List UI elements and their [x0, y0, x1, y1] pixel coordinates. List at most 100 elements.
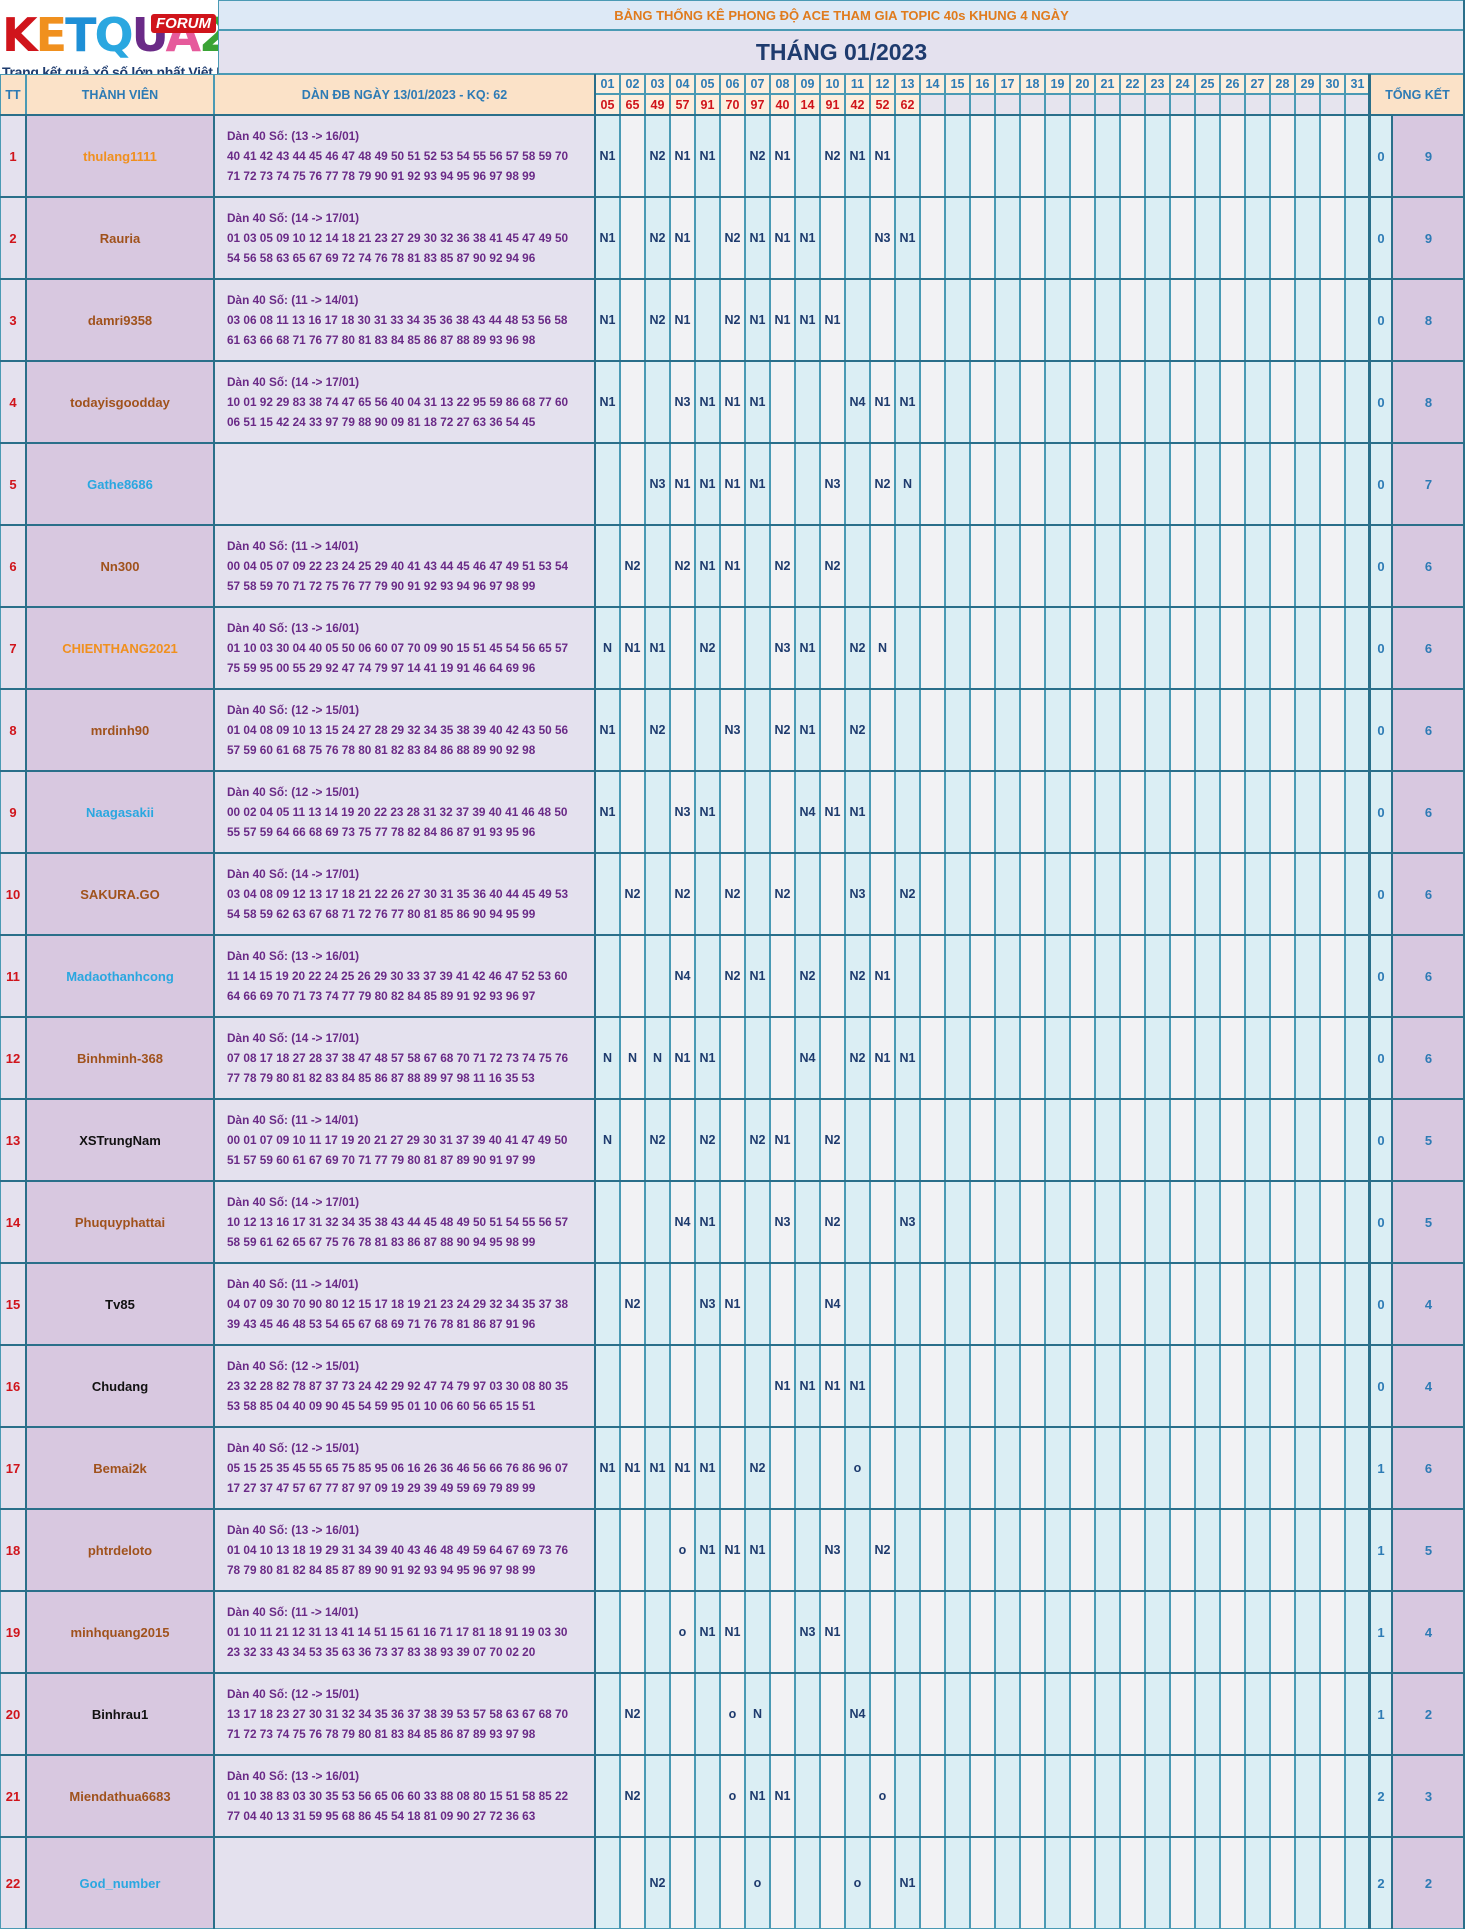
- total-score: 5: [1392, 1099, 1465, 1181]
- hit-mark: N2: [845, 1017, 870, 1099]
- hit-mark: [1345, 1837, 1370, 1929]
- hit-mark: N3: [770, 1181, 795, 1263]
- hit-mark: [845, 1509, 870, 1591]
- hit-mark: [1295, 853, 1320, 935]
- hit-mark: [1070, 279, 1095, 361]
- member-name: thulang1111: [26, 115, 214, 197]
- day-result: [1245, 94, 1270, 115]
- header-member: THÀNH VIÊN: [26, 74, 214, 115]
- hit-mark: [1120, 115, 1145, 197]
- hit-mark: [920, 1345, 945, 1427]
- hit-mark: [920, 1427, 945, 1509]
- miss-count: 1: [1370, 1673, 1392, 1755]
- hit-mark: N1: [670, 197, 695, 279]
- day-header: 04: [670, 74, 695, 94]
- hit-mark: [795, 853, 820, 935]
- hit-mark: [845, 1263, 870, 1345]
- hit-mark: [1345, 935, 1370, 1017]
- day-result: [920, 94, 945, 115]
- hit-mark: [1070, 1755, 1095, 1837]
- hit-mark: N1: [695, 771, 720, 853]
- row-number: 22: [0, 1837, 26, 1929]
- row-number: 1: [0, 115, 26, 197]
- total-score: 9: [1392, 115, 1465, 197]
- hit-mark: [1095, 525, 1120, 607]
- hit-mark: N1: [720, 361, 745, 443]
- hit-mark: N2: [720, 935, 745, 1017]
- hit-mark: [620, 1181, 645, 1263]
- column-separator: [1391, 115, 1393, 1929]
- hit-mark: N3: [795, 1591, 820, 1673]
- hit-mark: [1320, 607, 1345, 689]
- hit-mark: [895, 279, 920, 361]
- hit-mark: [1295, 279, 1320, 361]
- hit-mark: [845, 1181, 870, 1263]
- hit-mark: N1: [695, 1181, 720, 1263]
- ketqua2-logo[interactable]: KETQUA2 FORUM Trang kết quả xổ số lớn nh…: [0, 0, 246, 82]
- dan-range: Dàn 40 Số: (14 -> 17/01): [227, 1031, 360, 1045]
- hit-mark: [1270, 443, 1295, 525]
- hit-mark: N3: [670, 361, 695, 443]
- hit-mark: [1120, 689, 1145, 771]
- hit-mark: [1045, 1509, 1070, 1591]
- hit-mark: N2: [645, 115, 670, 197]
- hit-mark: [895, 525, 920, 607]
- hit-mark: [1295, 607, 1320, 689]
- hit-mark: [1270, 1017, 1295, 1099]
- hit-mark: [995, 1099, 1020, 1181]
- hit-mark: [995, 1591, 1020, 1673]
- hit-mark: [1095, 1181, 1120, 1263]
- hit-mark: [1170, 1345, 1195, 1427]
- dan-line: 51 57 59 60 61 67 69 70 71 77 79 80 81 8…: [227, 1153, 536, 1167]
- hit-mark: [1070, 1591, 1095, 1673]
- hit-mark: N1: [595, 197, 620, 279]
- row-separator: [0, 1672, 1465, 1674]
- hit-mark: N1: [645, 1427, 670, 1509]
- hit-mark: [1220, 1263, 1245, 1345]
- hit-mark: [1020, 1755, 1045, 1837]
- hit-mark: [1070, 1509, 1095, 1591]
- hit-mark: [720, 771, 745, 853]
- hit-mark: [1170, 1017, 1195, 1099]
- dan-line: 05 15 25 35 45 55 65 75 85 95 06 16 26 3…: [227, 1461, 569, 1475]
- hit-mark: [895, 1263, 920, 1345]
- hit-mark: N1: [845, 771, 870, 853]
- hit-mark: [645, 361, 670, 443]
- hit-mark: [920, 1591, 945, 1673]
- hit-mark: [1020, 1509, 1045, 1591]
- hit-mark: N1: [720, 1263, 745, 1345]
- hit-mark: N1: [695, 1591, 720, 1673]
- hit-mark: N1: [820, 771, 845, 853]
- hit-mark: [970, 1427, 995, 1509]
- dan-line: 00 02 04 05 11 13 14 19 20 22 23 28 31 3…: [227, 805, 568, 819]
- hit-mark: [970, 1263, 995, 1345]
- dan-range: Dàn 40 Số: (11 -> 14/01): [227, 1277, 359, 1291]
- hit-mark: [1195, 443, 1220, 525]
- member-name: Binhrau1: [26, 1673, 214, 1755]
- hit-mark: [1245, 853, 1270, 935]
- hit-mark: [820, 1017, 845, 1099]
- hit-mark: [1295, 1099, 1320, 1181]
- hit-mark: [1220, 525, 1245, 607]
- member-name: Nn300: [26, 525, 214, 607]
- hit-mark: [895, 1345, 920, 1427]
- row-number: 11: [0, 935, 26, 1017]
- total-score: 8: [1392, 361, 1465, 443]
- hit-mark: [1245, 1181, 1270, 1263]
- hit-mark: [1220, 1755, 1245, 1837]
- hit-mark: [1095, 607, 1120, 689]
- hit-mark: N1: [770, 197, 795, 279]
- day-result: 91: [695, 94, 720, 115]
- row-separator: [0, 688, 1465, 690]
- hit-mark: [945, 853, 970, 935]
- day-header: 14: [920, 74, 945, 94]
- hit-mark: [620, 443, 645, 525]
- hit-mark: [1245, 361, 1270, 443]
- total-score: 6: [1392, 607, 1465, 689]
- hit-mark: [1020, 1099, 1045, 1181]
- hit-mark: [1195, 1837, 1220, 1929]
- hit-mark: [1045, 1591, 1070, 1673]
- hit-mark: N1: [720, 1591, 745, 1673]
- hit-mark: [1145, 525, 1170, 607]
- hit-mark: [1320, 279, 1345, 361]
